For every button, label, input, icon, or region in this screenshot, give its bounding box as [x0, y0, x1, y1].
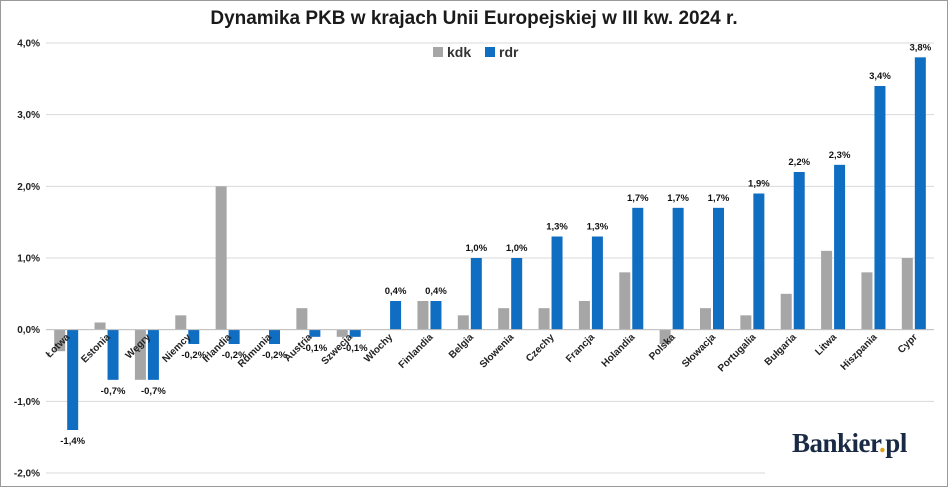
- bar-kdk: [740, 315, 752, 330]
- data-label: -0,7%: [101, 386, 126, 397]
- bar-rdr: [632, 207, 644, 330]
- y-tick-label: 1,0%: [17, 254, 40, 265]
- bar-rdr: [147, 329, 159, 380]
- category-label: Litwa: [813, 332, 839, 358]
- logo-text: Bankier: [792, 428, 880, 458]
- data-label: 1,0%: [465, 243, 487, 254]
- data-label: 3,8%: [909, 42, 931, 53]
- bar-kdk: [659, 329, 671, 344]
- data-label: -0,7%: [141, 386, 166, 397]
- bar-rdr: [107, 329, 119, 380]
- legend-label-kdk: kdk: [447, 44, 471, 60]
- data-label: 1,7%: [667, 193, 689, 204]
- category-label: Czechy: [524, 332, 557, 365]
- data-label: 1,7%: [708, 193, 730, 204]
- bar-kdk: [175, 315, 187, 330]
- data-label: -0,1%: [302, 343, 327, 354]
- bar-kdk: [215, 186, 227, 330]
- category-label: Finlandia: [397, 332, 436, 371]
- bar-kdk: [457, 315, 469, 330]
- data-label: 1,7%: [627, 193, 649, 204]
- data-label: 1,9%: [748, 179, 770, 190]
- bar-rdr: [228, 329, 240, 344]
- y-tick-label: -2,0%: [14, 469, 40, 480]
- category-label: Hiszpania: [839, 332, 880, 373]
- y-tick-label: 3,0%: [17, 110, 40, 121]
- y-tick-label: 4,0%: [17, 39, 40, 50]
- y-tick-label: -1,0%: [14, 397, 40, 408]
- data-label: 2,2%: [788, 157, 810, 168]
- category-label: Belgia: [447, 332, 476, 361]
- bankier-logo: Bankier.pl: [792, 428, 907, 459]
- y-tick-label: 0,0%: [17, 325, 40, 336]
- bar-rdr: [834, 164, 846, 330]
- data-label: 1,0%: [506, 243, 528, 254]
- category-label: Bułgaria: [763, 332, 799, 368]
- legend-label-rdr: rdr: [499, 44, 519, 60]
- bar-rdr: [793, 172, 805, 330]
- category-label: Cypr: [896, 332, 920, 356]
- legend-swatch-kdk: [433, 47, 443, 57]
- bar-rdr: [713, 207, 724, 330]
- bar-rdr: [67, 329, 79, 430]
- chart-title: Dynamika PKB w krajach Unii Europejskiej…: [210, 8, 738, 29]
- bar-kdk: [578, 301, 590, 330]
- data-label: 0,4%: [425, 286, 447, 297]
- bar-rdr: [309, 329, 321, 337]
- bar-rdr: [470, 258, 482, 330]
- bar-kdk: [700, 308, 711, 330]
- bar-rdr: [511, 258, 523, 330]
- data-label: 1,3%: [587, 222, 609, 233]
- bar-rdr: [672, 207, 684, 330]
- bar-kdk: [821, 250, 833, 330]
- bar-kdk: [94, 322, 106, 330]
- data-label: 1,3%: [546, 222, 568, 233]
- bar-kdk: [861, 272, 873, 330]
- category-label: Słowenia: [478, 332, 517, 371]
- category-label: Holandia: [600, 332, 638, 370]
- bar-kdk: [901, 258, 913, 330]
- bar-kdk: [54, 329, 66, 352]
- data-label: -0,2%: [222, 350, 247, 361]
- bar-rdr: [349, 329, 361, 337]
- logo-suffix: pl: [885, 428, 907, 458]
- data-label: -0,2%: [181, 350, 206, 361]
- bar-kdk: [538, 308, 550, 330]
- data-label: 2,3%: [829, 150, 851, 161]
- category-label: Francja: [564, 332, 597, 365]
- bar-kdk: [296, 308, 308, 330]
- data-label: -0,1%: [343, 343, 368, 354]
- category-label: Słowacja: [680, 332, 718, 370]
- data-label: -1,4%: [60, 436, 85, 447]
- bar-rdr: [269, 329, 280, 344]
- bar-rdr: [914, 57, 926, 330]
- bar-rdr: [551, 236, 563, 330]
- bar-kdk: [417, 301, 429, 330]
- bar-rdr: [874, 86, 886, 330]
- data-label: 3,4%: [869, 71, 891, 82]
- bar-rdr: [430, 301, 442, 330]
- bar-kdk: [780, 293, 792, 330]
- bar-kdk: [134, 329, 146, 380]
- bar-rdr: [188, 329, 200, 344]
- bar-rdr: [390, 301, 402, 330]
- bar-kdk: [498, 308, 510, 330]
- bar-rdr: [591, 236, 603, 330]
- bar-kdk: [619, 272, 631, 330]
- bar-rdr: [753, 193, 765, 330]
- bar-kdk: [336, 329, 348, 337]
- data-label: -0,2%: [262, 350, 287, 361]
- data-label: 0,4%: [385, 286, 407, 297]
- legend-swatch-rdr: [485, 47, 495, 57]
- category-label: Portugalia: [716, 332, 759, 375]
- logo-dot: .: [879, 428, 886, 458]
- y-tick-label: 2,0%: [17, 182, 40, 193]
